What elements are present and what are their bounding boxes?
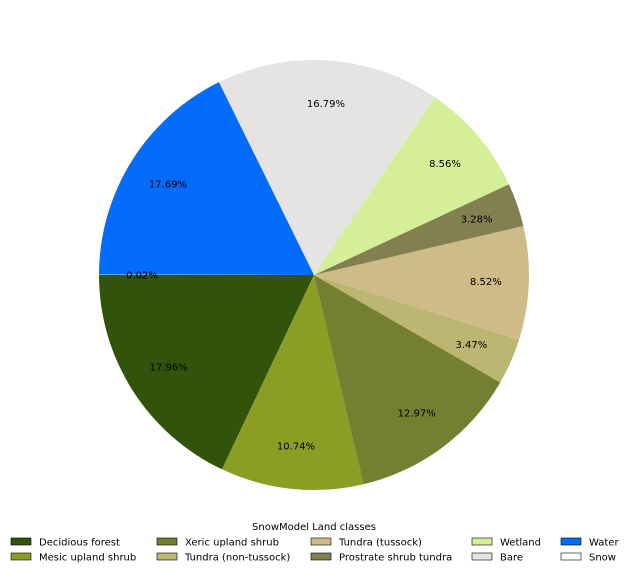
legend-swatch	[310, 552, 332, 561]
legend-label: Tundra (tussock)	[338, 538, 422, 549]
pie-slice-tundra-non-tussock	[314, 275, 520, 383]
legend-title: SnowModel Land classes	[252, 522, 376, 533]
legend-item: Snow	[560, 552, 616, 564]
pie-slice-water	[99, 82, 314, 275]
pct-label: 17.96%	[150, 363, 188, 374]
legend-item: Decidious forest	[10, 537, 120, 549]
legend-swatch	[560, 537, 582, 546]
legend-label: Bare	[500, 553, 523, 564]
legend-items: Decidious forest Mesic upland shrub Xeric …	[10, 537, 619, 564]
pct-label: 10.74%	[277, 442, 315, 453]
legend-label: Prostrate shrub tundra	[339, 553, 452, 564]
pie-slice-wetland	[314, 97, 509, 276]
legend-swatch	[471, 537, 493, 546]
pct-label: 12.97%	[398, 409, 436, 420]
pie-slice-decidious-forest	[99, 275, 314, 470]
pct-label: 0.02%	[126, 270, 158, 281]
pct-label: 16.79%	[307, 99, 345, 110]
legend-label: Snow	[589, 553, 616, 564]
legend: SnowModel Land classes Decidious forest M…	[10, 522, 619, 564]
legend-item: Mesic upland shrub	[10, 552, 136, 564]
pie-slice-prostrate-shrub-tundra	[314, 184, 524, 275]
legend-swatch	[10, 537, 32, 546]
pct-label: 8.52%	[470, 277, 502, 288]
legend-label: Mesic upland shrub	[39, 553, 136, 564]
pie-slice-xeric-upland-shrub	[314, 275, 501, 485]
pie-slice-bare	[218, 59, 435, 276]
legend-item: Prostrate shrub tundra	[310, 552, 452, 564]
pie-slice-tundra-tussock	[314, 225, 529, 340]
legend-item: Xeric upland shrub	[156, 537, 279, 549]
legend-swatch	[310, 537, 332, 546]
legend-item: Water	[560, 537, 619, 549]
legend-item: Bare	[471, 552, 523, 564]
legend-swatch	[10, 552, 32, 561]
legend-swatch	[560, 552, 582, 561]
pct-label: 3.28%	[461, 214, 493, 225]
pie-slices	[98, 59, 529, 491]
pct-label: 3.47%	[456, 340, 488, 351]
pie-slice-mesic-upland-shrub	[221, 275, 364, 491]
legend-label: Decidious forest	[39, 538, 120, 549]
legend-label: Tundra (non-tussock)	[184, 553, 290, 564]
legend-swatch	[471, 552, 493, 561]
legend-swatch	[156, 537, 178, 546]
legend-label: Xeric upland shrub	[185, 538, 279, 549]
legend-item: Tundra (tussock)	[310, 537, 422, 549]
legend-item: Tundra (non-tussock)	[156, 552, 290, 564]
percentage-labels: 17.96% 10.74% 12.97% 3.47% 8.52% 3.28% 8.56% 16…	[126, 99, 502, 453]
legend-item: Wetland	[471, 537, 541, 549]
legend-label: Wetland	[500, 538, 541, 549]
legend-label: Water	[589, 538, 619, 549]
legend-swatch	[156, 552, 178, 561]
pct-label: 17.69%	[149, 180, 187, 191]
pct-label: 8.56%	[429, 159, 461, 170]
